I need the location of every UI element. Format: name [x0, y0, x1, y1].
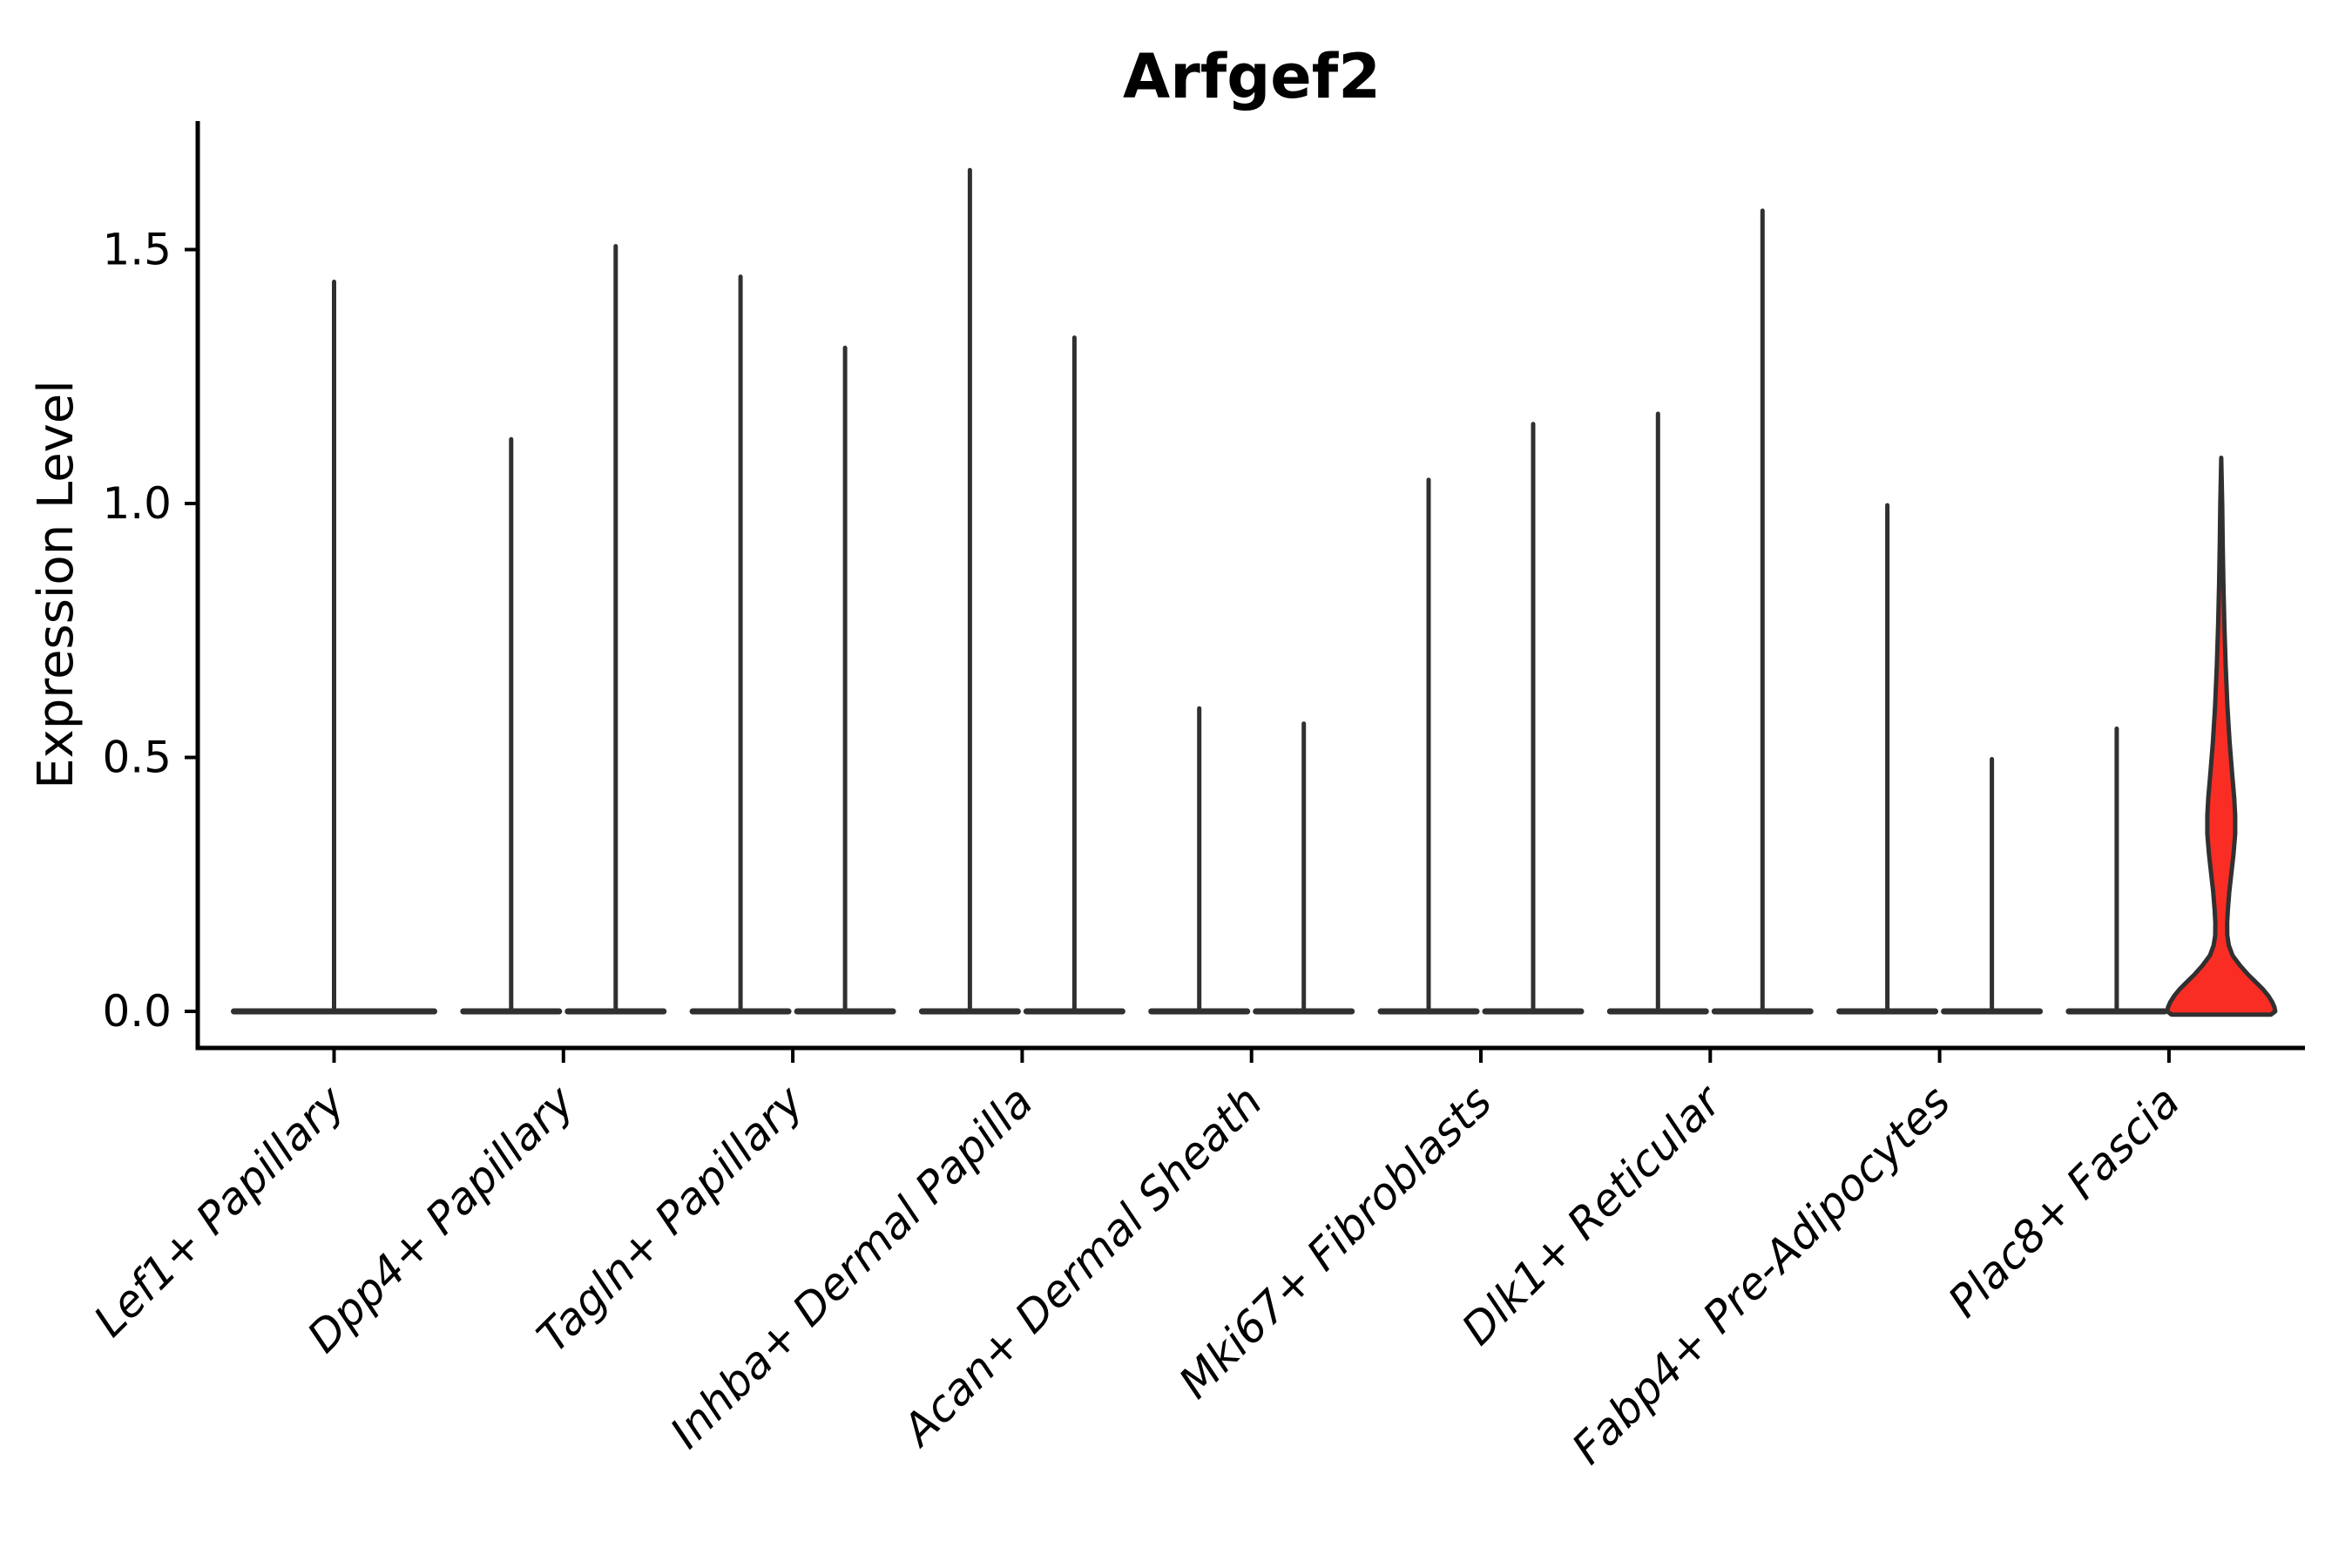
x-tick-label: Plac8+ Fascia	[1938, 1076, 2189, 1327]
y-tick-label: 1.5	[102, 225, 172, 275]
chart-title: Arfgef2	[1123, 41, 1381, 112]
x-tick-label: Fabp4+ Pre-Adipocytes	[1563, 1076, 1961, 1474]
y-axis-label: Expression Level	[28, 380, 84, 789]
highlighted-violin	[2165, 456, 2278, 1017]
y-tick-label: 0.5	[102, 733, 172, 783]
axes-spines	[195, 121, 2305, 1051]
violins-group	[231, 167, 2278, 1017]
y-ticks-group: 0.0 0.5 1.0 1.5	[102, 225, 196, 1037]
y-tick-label: 1.0	[102, 478, 172, 529]
x-tick-label: Inhba+ Dermal Papilla	[660, 1076, 1042, 1457]
y-tick-label: 0.0	[102, 986, 172, 1037]
x-tick-label: Lef1+ Papillary	[84, 1075, 355, 1346]
x-tick-label: Acan+ Dermal Sheath	[891, 1076, 1272, 1456]
